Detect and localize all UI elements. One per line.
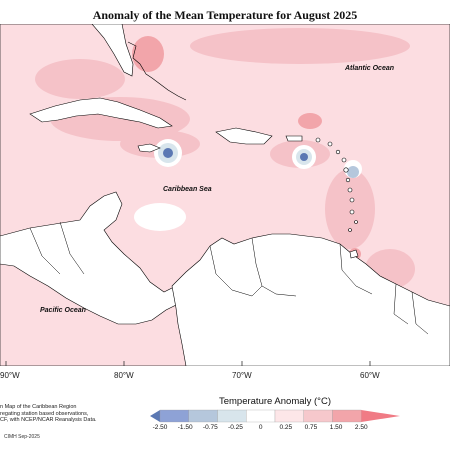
colorbar-max-arrow (361, 410, 400, 422)
note-line-2: regating station based observations, (0, 410, 89, 417)
credit-text: CIMH Sep-2025 (4, 434, 40, 440)
longitude-label-90w: 90°W (0, 371, 20, 380)
central-america-land (0, 191, 187, 325)
colorbar-segment (246, 409, 276, 423)
colorbar-min-arrow (150, 410, 160, 422)
colorbar-tick-label: 0.75 (304, 424, 318, 431)
longitude-ticks (5, 361, 371, 366)
note-line-1: n Map of the Caribbean Region (0, 404, 77, 410)
colorbar-segment (303, 409, 333, 423)
colorbar-tick-label: 0 (258, 424, 263, 431)
country-borders (29, 221, 429, 335)
colorbar-tick-label: 2.50 (354, 424, 368, 431)
colorbar-segment (274, 409, 304, 423)
bahamas-islands (127, 41, 187, 101)
florida-land (91, 24, 134, 77)
jamaica-land (137, 143, 161, 153)
colorbar-segment (188, 409, 218, 423)
colorbar-tick-label: -0.75 (202, 424, 218, 431)
colorbar-tick-label: -0.25 (228, 424, 243, 431)
anomaly-map: Atlantic Ocean Caribbean Sea Pacific Oce… (0, 24, 450, 366)
colorbar-tick-label: -2.50 (152, 424, 168, 431)
lesser-antilles (315, 137, 358, 232)
colorbar-segment (332, 409, 362, 423)
longitude-label-80w: 80°W (114, 371, 134, 380)
islands (29, 41, 359, 259)
colorbar-segment (159, 409, 189, 423)
colorbar-tick-label: 1.50 (329, 424, 343, 431)
map-title: Anomaly of the Mean Temperature for Augu… (92, 8, 358, 22)
colorbar-tick-label: -1.50 (177, 424, 193, 431)
longitude-label-60w: 60°W (360, 371, 380, 380)
hispaniola-land (215, 127, 273, 145)
description-note: n Map of the Caribbean Region regating s… (0, 404, 115, 424)
colorbar-segment (217, 409, 247, 423)
colorbar-tick-label: 0.25 (279, 424, 293, 431)
longitude-label-70w: 70°W (232, 371, 252, 380)
note-line-3: CF, with NCEP/NCAR Reanalysis Data. (0, 417, 97, 423)
atlantic-ocean-label: Atlantic Ocean (344, 65, 394, 72)
legend-title: Temperature Anomaly (°C) (218, 396, 332, 407)
puerto-rico-land (285, 135, 303, 142)
cuba-land (29, 97, 173, 129)
colorbar (150, 409, 400, 423)
pacific-ocean-label: Pacific Ocean (40, 307, 86, 314)
landmasses (0, 24, 450, 366)
caribbean-sea-label: Caribbean Sea (163, 186, 212, 193)
trinidad-land (349, 249, 359, 259)
